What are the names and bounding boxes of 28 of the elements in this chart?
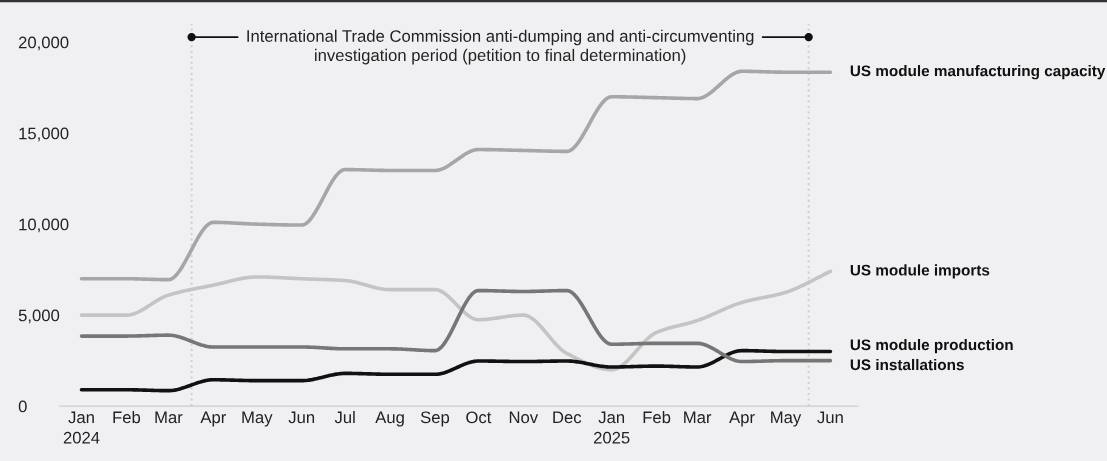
y-tick-label: 0 bbox=[18, 400, 27, 413]
y-tick-label: 20,000 bbox=[18, 36, 69, 51]
series-label: US installations bbox=[850, 358, 964, 371]
x-tick-label: Jun bbox=[288, 411, 315, 424]
y-tick-label: 10,000 bbox=[19, 218, 69, 233]
series-label: US module imports bbox=[850, 264, 990, 279]
y-tick-label: 5,000 bbox=[18, 309, 60, 324]
x-tick-label: Apr bbox=[200, 411, 227, 427]
x-tick-label: Jan 2024 bbox=[63, 411, 100, 444]
x-tick-label: Jan 2025 bbox=[593, 411, 630, 444]
x-tick-label: Jun bbox=[817, 411, 843, 424]
series-label: US module production bbox=[850, 339, 1013, 354]
x-tick-label: May bbox=[771, 411, 802, 427]
x-tick-label: Dec bbox=[553, 411, 582, 424]
x-tick-label: Sep bbox=[420, 411, 450, 427]
x-tick-label: May bbox=[242, 411, 273, 427]
x-tick-label: Feb bbox=[113, 411, 141, 424]
y-tick-label: 15,000 bbox=[19, 127, 69, 142]
series-label: US module manufacturing capacity bbox=[850, 65, 1106, 80]
x-tick-label: Apr bbox=[729, 411, 755, 427]
x-tick-label: Oct bbox=[466, 411, 492, 424]
x-tick-label: Nov bbox=[509, 411, 539, 424]
x-tick-label: Feb bbox=[643, 411, 671, 424]
x-tick-label: Aug bbox=[375, 411, 404, 427]
ref-line-label: International Trade Commission anti-dumping and anti-circumventing investigation period (petition to final determination) bbox=[247, 29, 754, 65]
x-tick-label: Mar bbox=[155, 411, 183, 424]
x-tick-label: Jul bbox=[334, 411, 355, 424]
x-tick-label: Mar bbox=[684, 411, 712, 424]
